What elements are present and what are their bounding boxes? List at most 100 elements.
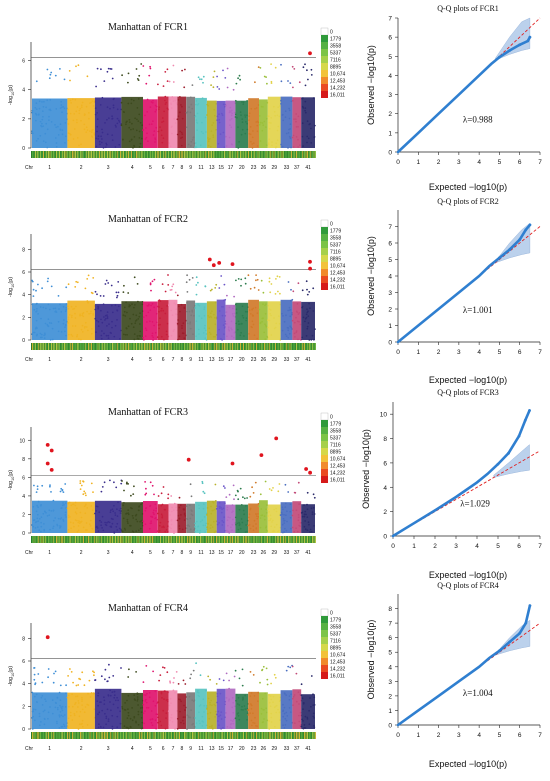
chromosome-block	[267, 504, 281, 533]
snp-density-cell	[131, 151, 132, 158]
snp-density-cell	[291, 151, 292, 158]
snp-density-cell	[168, 343, 169, 350]
snp-point	[145, 82, 148, 85]
snp-point	[310, 68, 313, 71]
y-tick-label: 6	[22, 59, 25, 65]
chromosome-block	[301, 301, 315, 340]
snp-density-cell	[232, 343, 233, 350]
snp-density-cell	[310, 536, 312, 543]
snp-point	[107, 282, 110, 284]
snp-density-cell	[248, 151, 249, 158]
snp-point	[69, 668, 71, 670]
snp-density-cell	[276, 343, 278, 350]
chromosome-block	[235, 100, 249, 148]
snp-point	[182, 679, 185, 682]
snp-density-cell	[52, 151, 54, 158]
snp-density-cell	[164, 343, 166, 350]
density-legend-swatch	[321, 637, 328, 644]
snp-point	[241, 684, 244, 687]
chromosome-block	[143, 99, 158, 148]
snp-density-cell	[244, 343, 246, 350]
snp-density-cell	[62, 151, 64, 158]
snp-point	[168, 80, 171, 83]
qq-x-tick-label: 6	[518, 732, 522, 739]
snp-point	[74, 286, 77, 288]
snp-density-cell	[267, 732, 268, 739]
snp-point	[257, 66, 260, 68]
density-legend-label: 12,453	[330, 660, 346, 666]
snp-density-cell	[193, 536, 195, 543]
snp-point	[241, 668, 244, 671]
chr-tick-label: 26	[261, 746, 267, 752]
snp-point	[91, 292, 94, 295]
snp-point	[85, 494, 87, 497]
snp-density-cell	[168, 732, 169, 739]
snp-point	[46, 68, 49, 71]
snp-point	[33, 673, 36, 676]
chromosome-block	[67, 98, 95, 148]
chromosome-block	[248, 299, 259, 340]
snp-density-cell	[227, 343, 228, 350]
chromosome-block	[292, 97, 302, 148]
snp-density-cell	[156, 536, 158, 543]
snp-point	[123, 489, 125, 492]
snp-point	[53, 672, 55, 675]
snp-density-cell	[172, 151, 174, 158]
snp-point	[169, 680, 171, 683]
top-hit-point	[49, 468, 54, 472]
snp-density-cell	[315, 536, 316, 543]
snp-point	[127, 292, 130, 294]
qq-y-tick-label: 4	[383, 485, 387, 492]
chr-tick-label: 7	[172, 165, 175, 171]
snp-density-cell	[236, 536, 238, 543]
snp-point	[240, 284, 242, 287]
snp-density-cell	[128, 536, 129, 543]
snp-density-cell	[265, 536, 267, 543]
qq-y-tick-label: 8	[388, 606, 392, 613]
top-hit-point	[217, 261, 222, 265]
snp-density-cell	[184, 732, 185, 739]
snp-density-cell	[84, 536, 86, 543]
qq-y-tick-label: 8	[383, 436, 387, 443]
top-hit-point	[45, 635, 50, 640]
snp-density-cell	[147, 343, 148, 350]
snp-point	[153, 278, 156, 281]
density-legend-swatch	[321, 427, 328, 434]
chromosome-block	[259, 99, 268, 148]
snp-density-cell	[243, 343, 244, 350]
chromosome-block	[157, 96, 169, 148]
chromosome-block	[216, 299, 226, 340]
snp-density-cell	[236, 151, 238, 158]
snp-density-cell	[187, 151, 188, 158]
snp-density-cell	[56, 151, 57, 158]
snp-point	[184, 683, 187, 685]
snp-density-cell	[206, 536, 208, 543]
snp-point	[249, 495, 252, 498]
snp-point	[287, 665, 290, 668]
snp-point	[259, 67, 262, 69]
chromosome-block	[177, 96, 187, 148]
chr-tick-label: 5	[149, 550, 152, 556]
snp-density-cell	[233, 151, 235, 158]
snp-density-cell	[283, 536, 284, 543]
top-hit-point	[45, 461, 50, 466]
snp-point	[104, 668, 107, 671]
snp-point	[50, 71, 53, 74]
snp-density-cell	[209, 536, 211, 543]
snp-density-cell	[184, 343, 185, 350]
qq-y-tick-label: 5	[388, 257, 392, 264]
snp-density-cell	[291, 536, 292, 543]
snp-density-cell	[216, 151, 217, 158]
snp-density-cell	[204, 343, 206, 350]
snp-density-cell	[73, 151, 75, 158]
snp-point	[240, 278, 243, 281]
snp-density-cell	[152, 343, 153, 350]
snp-density-cell	[99, 536, 100, 543]
snp-density-cell	[184, 151, 185, 158]
snp-point	[110, 284, 113, 287]
snp-point	[82, 480, 84, 483]
snp-density-cell	[214, 151, 216, 158]
snp-point	[195, 293, 198, 296]
snp-density-cell	[132, 343, 134, 350]
snp-point	[222, 69, 224, 72]
